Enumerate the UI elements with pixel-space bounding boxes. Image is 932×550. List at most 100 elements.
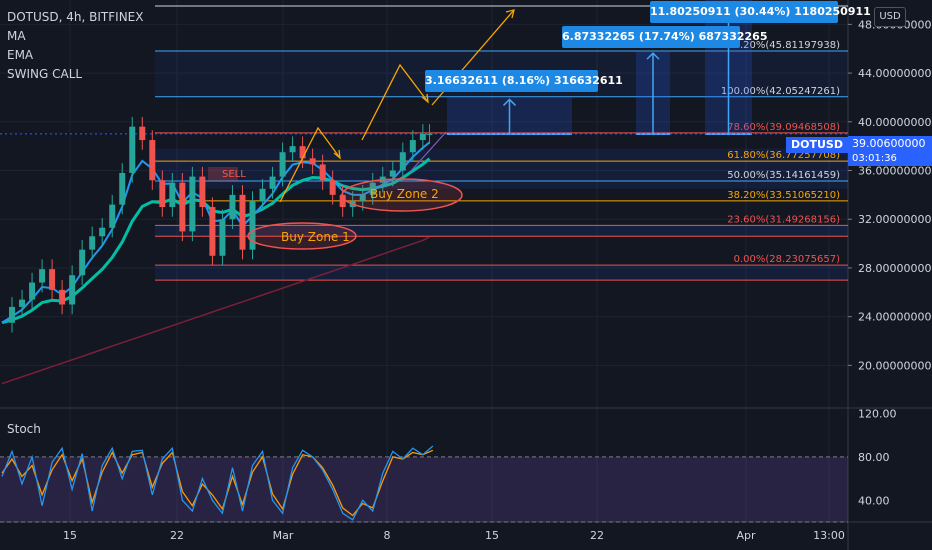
chart-legend: DOTUSD, 4h, BITFINEX MA EMA SWING CALL [7,8,143,84]
candle-body [89,236,96,250]
time-tick-label: 8 [384,529,391,542]
indicator-swing[interactable]: SWING CALL [7,67,83,81]
fib-zone [155,265,848,281]
candle-body [189,176,196,232]
fib-label: 78.60%(39.09468508) [727,122,840,133]
candle-body [179,182,186,232]
fib-label: 127.20%(45.81197938) [721,40,840,51]
stoch-band [0,456,848,522]
candle-body [129,126,136,173]
fib-zone [155,225,848,237]
fib-label: 100.00%(42.05247261) [721,86,840,97]
fib-label: 23.60%(31.49268156) [727,214,840,225]
price-tick-label: 24.00000000 [858,311,931,324]
candle-body [9,306,16,323]
buy-zone-2-label: Buy Zone 2 [370,187,439,201]
candle-body [49,269,56,290]
price-tick-label: 20.00000000 [858,359,931,372]
candle-body [339,194,346,208]
candle-body [329,180,336,195]
stoch-k-line [1,445,434,521]
candle-body [119,172,126,205]
candle-body [369,182,376,195]
current-price-tag: 39.00600000 [848,136,932,152]
measure-arrowhead [646,52,660,60]
candle-body [389,170,396,177]
buy-zone-2 [341,178,463,212]
measure-box-3[interactable]: 11.80250911 (30.44%) 1180250911 [650,1,871,23]
candle-body [149,140,156,181]
candle-body [219,219,226,256]
projection-arrow [279,126,341,203]
fib-label: 0.00%(28.23075657) [734,254,840,265]
arrow-head [505,9,515,19]
arrow-head [421,93,429,104]
arrow-head [333,149,341,160]
countdown-tag: 03:01:36 [848,152,932,166]
candle-body [19,299,26,307]
time-tick-label: 15 [63,529,77,542]
buy-zone-1 [247,222,357,250]
sell-label: SELL [222,169,246,180]
candle-body [239,194,246,250]
measure-box-1[interactable]: 3.16632611 (8.16%) 316632611 [425,70,623,92]
projection-arrow [409,131,447,173]
candle-body [229,194,236,220]
time-tick-label: 15 [485,529,499,542]
candle-body [259,188,266,201]
candle-body [319,164,326,181]
candle-body [69,275,76,305]
candle-body [209,207,216,256]
candle-body [309,158,316,165]
indicator-ma[interactable]: MA [7,29,26,43]
time-tick-label: Mar [273,529,294,542]
candle-body [99,227,106,237]
candle-body [249,200,256,250]
candle-body [409,140,416,153]
candle-body [419,133,426,141]
projection-arrow [361,63,429,141]
candlesticks [9,116,433,333]
candle-body [426,133,433,135]
candle-body [109,204,116,228]
candle-body [169,182,176,208]
time-tick-label: 13:00 [813,529,845,542]
stoch-d-line [1,449,434,517]
time-tick-label: Apr [736,529,756,542]
candle-body [299,146,306,159]
price-tick-label: 44.00000000 [858,67,931,80]
candle-body [199,176,206,208]
stoch-pane [0,445,848,523]
candle-body [359,194,366,201]
candle-body [289,146,296,153]
candle-body [399,152,406,171]
ticker-tag: DOTUSD [786,137,848,153]
price-tick-label: 32.00000000 [858,213,931,226]
time-tick-label: 22 [590,529,604,542]
stoch-tick-label: 120.00 [858,407,897,420]
fib-label: 50.00%(35.14161459) [727,170,840,181]
currency-button[interactable]: USD [874,7,906,27]
measure-arrowhead [502,98,517,106]
price-tick-label: 40.00000000 [858,116,931,129]
fib-label: 61.80%(36.77257708) [727,150,840,161]
candle-body [59,289,66,305]
candle-body [39,269,46,283]
sell-box [208,167,238,181]
stoch-tick-label: 80.00 [858,451,890,464]
buy-zone-1-label: Buy Zone 1 [281,230,350,244]
price-tick-label: 28.00000000 [858,262,931,275]
measure-box-2[interactable]: 6.87332265 (17.74%) 687332265 [562,26,767,48]
stoch-title[interactable]: Stoch [7,422,41,436]
long-ma-line [1,236,430,385]
candle-body [29,282,36,300]
stoch-tick-label: 40.00 [858,494,890,507]
candle-body [139,126,146,141]
indicator-ema[interactable]: EMA [7,48,34,62]
symbol-title[interactable]: DOTUSD, 4h, BITFINEX [7,10,144,24]
price-tick-label: 36.00000000 [858,165,931,178]
time-tick-label: 22 [170,529,184,542]
candle-body [269,176,276,189]
candle-body [79,249,86,276]
